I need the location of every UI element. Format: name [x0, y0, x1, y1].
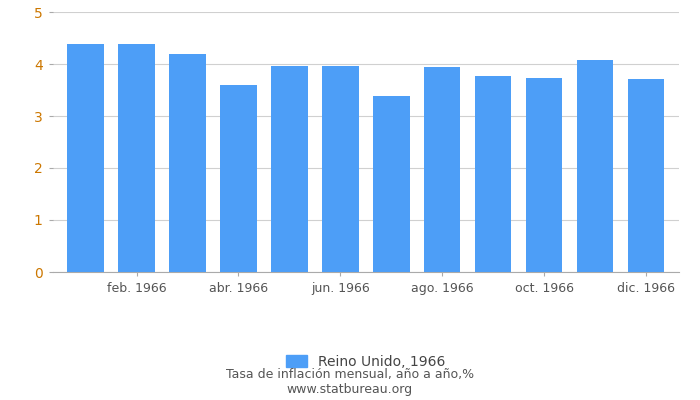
Legend: Reino Unido, 1966: Reino Unido, 1966 — [281, 349, 451, 374]
Bar — [475, 76, 512, 272]
Text: Tasa de inflación mensual, año a año,%: Tasa de inflación mensual, año a año,% — [226, 368, 474, 381]
Bar — [628, 79, 664, 272]
Bar — [220, 85, 257, 272]
Bar — [67, 44, 104, 272]
Text: www.statbureau.org: www.statbureau.org — [287, 383, 413, 396]
Bar — [271, 66, 308, 272]
Bar — [169, 54, 206, 272]
Bar — [373, 96, 410, 272]
Bar — [577, 60, 613, 272]
Bar — [526, 78, 562, 272]
Bar — [424, 67, 461, 272]
Bar — [118, 44, 155, 272]
Bar — [322, 66, 358, 272]
